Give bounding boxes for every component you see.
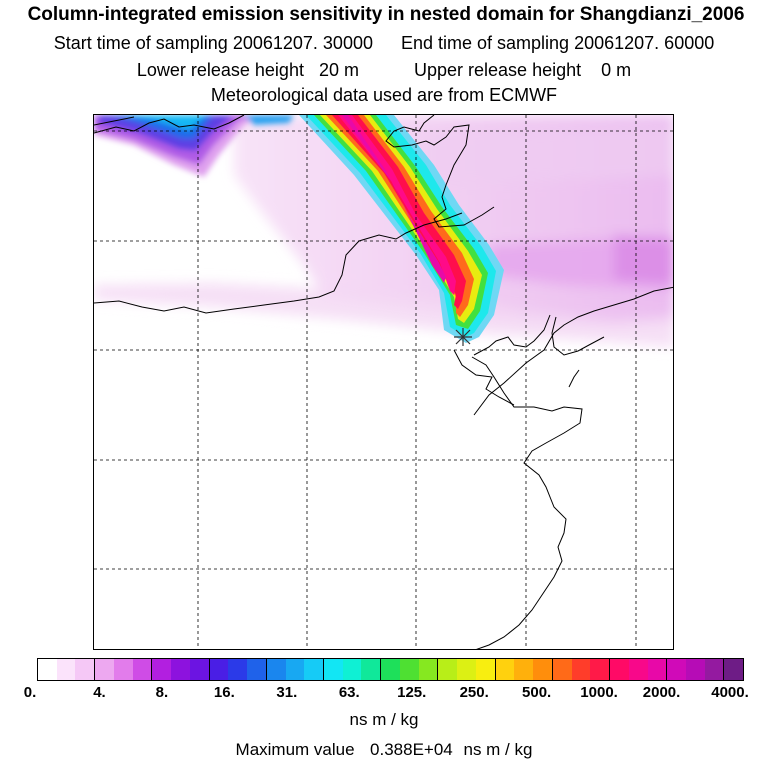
maximum-value: Maximum value 0.388E+04 ns m / kg: [235, 740, 533, 759]
colorbar-cell: [399, 659, 419, 680]
colorbar-tick-label: 1000.: [580, 684, 618, 701]
colorbar-cell: [647, 659, 667, 680]
colorbar-cell: [514, 659, 534, 680]
colorbar-cell: [494, 659, 515, 680]
colorbar-cell: [323, 659, 343, 680]
colorbar-cell: [609, 659, 629, 680]
map-title: Column-integrated emission sensitivity i…: [27, 4, 745, 25]
colorbar-cell: [94, 659, 114, 680]
lat-lon-grid: [94, 115, 673, 649]
colorbar: [37, 658, 744, 681]
colorbar-cell: [151, 659, 172, 680]
sensitivity-plume: [299, 115, 504, 343]
colorbar-cell: [457, 659, 476, 680]
meteo-source: Meteorological data used are from ECMWF: [210, 85, 558, 105]
colorbar-cell: [704, 659, 724, 680]
colorbar-tick-label: 8.: [155, 684, 169, 701]
release-height-line: Lower release height 20 m Upper release h…: [0, 60, 768, 81]
colorbar-cell: [342, 659, 362, 680]
colorbar-tick-label: 63.: [338, 684, 360, 701]
colorbar-cell: [475, 659, 495, 680]
map-panel[interactable]: [93, 114, 674, 650]
colorbar-cell: [304, 659, 324, 680]
colorbar-tick-label: 125.: [397, 684, 427, 701]
colorbar-cell: [666, 659, 686, 680]
colorbar-cell: [132, 659, 152, 680]
colorbar-cell: [171, 659, 190, 680]
colorbar-cell: [418, 659, 438, 680]
colorbar-cell: [228, 659, 248, 680]
colorbar-cell: [628, 659, 648, 680]
colorbar-cell: [208, 659, 229, 680]
colorbar-tick-label: 4.: [93, 684, 106, 701]
colorbar-tick-label: 2000.: [642, 684, 681, 701]
colorbar-cell: [533, 659, 552, 680]
colorbar-cell: [437, 659, 458, 680]
coastlines: [94, 115, 673, 649]
sampling-time-line: Start time of sampling 20061207. 30000 En…: [0, 33, 768, 54]
colorbar-cell: [551, 659, 572, 680]
colorbar-cell: [590, 659, 610, 680]
colorbar-unit: ns m / kg: [349, 710, 419, 729]
colorbar-cell: [189, 659, 209, 680]
colorbar-cell: [685, 659, 705, 680]
colorbar-cell: [571, 659, 591, 680]
map-canvas: [94, 115, 673, 649]
end-time: End time of sampling 20061207. 60000: [400, 33, 715, 53]
colorbar-tick-label: 250.: [459, 684, 489, 701]
colorbar-cell: [361, 659, 381, 680]
colorbar-cell: [285, 659, 305, 680]
colorbar-cell: [56, 659, 76, 680]
upper-release-height: Upper release height 0 m: [414, 60, 632, 80]
sensitivity-ridge-northwest: [94, 115, 294, 177]
start-time: Start time of sampling 20061207. 30000: [53, 33, 373, 53]
colorbar-cell: [247, 659, 266, 680]
colorbar-tick-label: 4000.: [711, 684, 749, 701]
colorbar-cell: [113, 659, 133, 680]
colorbar-cell: [38, 659, 57, 680]
colorbar-cell: [265, 659, 286, 680]
lower-release-height: Lower release height 20 m: [136, 60, 359, 80]
colorbar-tick-label: 500.: [522, 684, 552, 701]
receptor-star-icon: [454, 328, 472, 346]
colorbar-tick-label: 31.: [276, 684, 298, 701]
colorbar-cell: [723, 659, 744, 680]
colorbar-cell: [380, 659, 400, 680]
colorbar-tick-label: 0.: [23, 684, 37, 701]
colorbar-tick-label: 16.: [213, 684, 235, 701]
colorbar-cell: [75, 659, 95, 680]
